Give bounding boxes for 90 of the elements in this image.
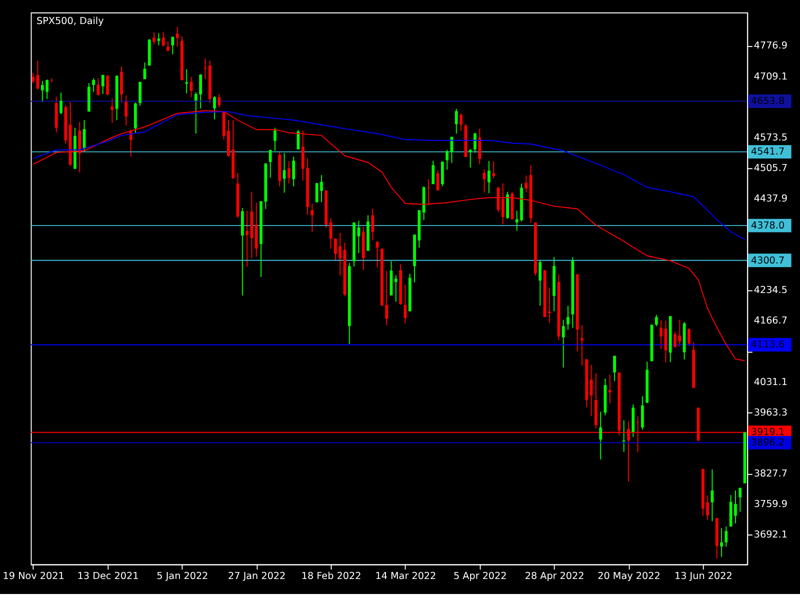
y-tick-label: 4031.1	[754, 376, 788, 388]
x-tick-label: 5 Jan 2022	[156, 571, 208, 582]
candlestick	[310, 203, 314, 232]
candlestick	[78, 121, 82, 173]
candlestick	[152, 32, 156, 45]
candlestick	[548, 287, 551, 324]
candlestick	[468, 148, 472, 168]
x-tick-label: 28 Apr 2022	[524, 571, 584, 582]
candlestick	[50, 78, 54, 83]
candlestick	[204, 58, 207, 80]
x-tick-label: 14 Mar 2022	[375, 571, 436, 582]
candlestick	[524, 175, 528, 193]
candlestick	[32, 72, 35, 84]
candlestick	[292, 156, 296, 187]
y-tick-label: 4709.1	[754, 71, 788, 82]
x-tick-label: 5 Apr 2022	[453, 571, 507, 582]
y-tick-label: 4776.9	[754, 40, 788, 52]
candlestick	[492, 160, 496, 179]
x-tick-label: 20 May 2022	[598, 571, 660, 582]
candlestick	[213, 96, 216, 120]
candlestick	[720, 527, 723, 558]
candlestick	[460, 112, 462, 132]
candlestick	[538, 260, 542, 306]
y-tick-label: 4573.5	[754, 132, 788, 144]
x-tick-label: 13 Dec 2021	[77, 571, 139, 582]
ref-line-label: 4113.6	[750, 340, 785, 351]
candlestick	[608, 374, 612, 404]
candlestick	[138, 81, 142, 106]
candlestick	[274, 127, 276, 152]
candlestick	[432, 160, 435, 185]
y-tick-label: 3759.9	[754, 498, 788, 510]
candlestick	[562, 319, 565, 368]
candlestick	[92, 78, 96, 92]
x-tick-label: 18 Feb 2022	[301, 571, 362, 582]
candlestick	[724, 526, 728, 548]
candlestick	[268, 149, 272, 178]
candlestick	[157, 32, 160, 46]
y-tick-label: 3692.1	[754, 530, 788, 541]
candlestick	[162, 31, 165, 48]
candlestick	[478, 128, 482, 165]
candlestick	[440, 161, 444, 187]
ref-line-label: 3919.1	[750, 427, 785, 438]
candlestick	[501, 182, 504, 225]
candlestick	[446, 149, 449, 170]
y-tick-label: 4234.5	[754, 285, 788, 296]
y-tick-label: 4505.7	[754, 162, 788, 174]
candlestick	[622, 420, 626, 452]
candlestick	[124, 94, 128, 126]
candlestick	[218, 94, 221, 108]
candlestick	[60, 92, 62, 115]
ref-line-label: 3896.2	[750, 438, 785, 449]
candlestick	[654, 314, 658, 327]
candlestick	[599, 411, 602, 460]
line-series	[32, 111, 746, 240]
line-series	[32, 110, 746, 362]
candlestick	[488, 160, 490, 194]
candlestick	[641, 396, 644, 430]
ref-line-label: 4300.7	[750, 255, 785, 266]
ref-line-label: 4541.7	[750, 146, 785, 158]
candlestick	[287, 160, 290, 184]
candlestick	[688, 328, 690, 346]
x-tick-label: 27 Jan 2022	[228, 571, 286, 582]
x-tick-label: 19 Nov 2021	[2, 571, 64, 582]
y-tick-label: 3827.7	[754, 468, 788, 480]
candlestick	[427, 178, 430, 206]
candlestick	[171, 36, 174, 55]
candlestick	[120, 66, 123, 104]
candlestick	[580, 324, 584, 366]
x-tick-label: 13 Jun 2022	[674, 571, 732, 582]
candlestick	[394, 274, 398, 302]
y-tick-label: 4166.7	[754, 316, 788, 327]
candlestick	[566, 305, 570, 330]
candlestick	[246, 210, 249, 268]
y-tick-label: 4437.9	[754, 193, 788, 204]
candlestick	[613, 355, 616, 382]
candlestick	[506, 191, 509, 220]
candlestick	[660, 320, 663, 350]
candlestick	[101, 74, 104, 94]
ref-line-label: 4653.8	[750, 96, 785, 108]
candlestick	[110, 98, 114, 124]
y-tick-label: 3963.3	[754, 407, 788, 418]
candlestick	[371, 208, 374, 241]
candlestick	[166, 40, 170, 52]
candlestick	[376, 240, 379, 268]
chart-title: SPX500, Daily	[36, 16, 104, 27]
candlestick	[106, 75, 109, 96]
candlestick	[454, 108, 458, 134]
candlestick	[738, 487, 742, 512]
candlestick	[254, 202, 258, 258]
ref-line-label: 4378.0	[750, 220, 785, 232]
